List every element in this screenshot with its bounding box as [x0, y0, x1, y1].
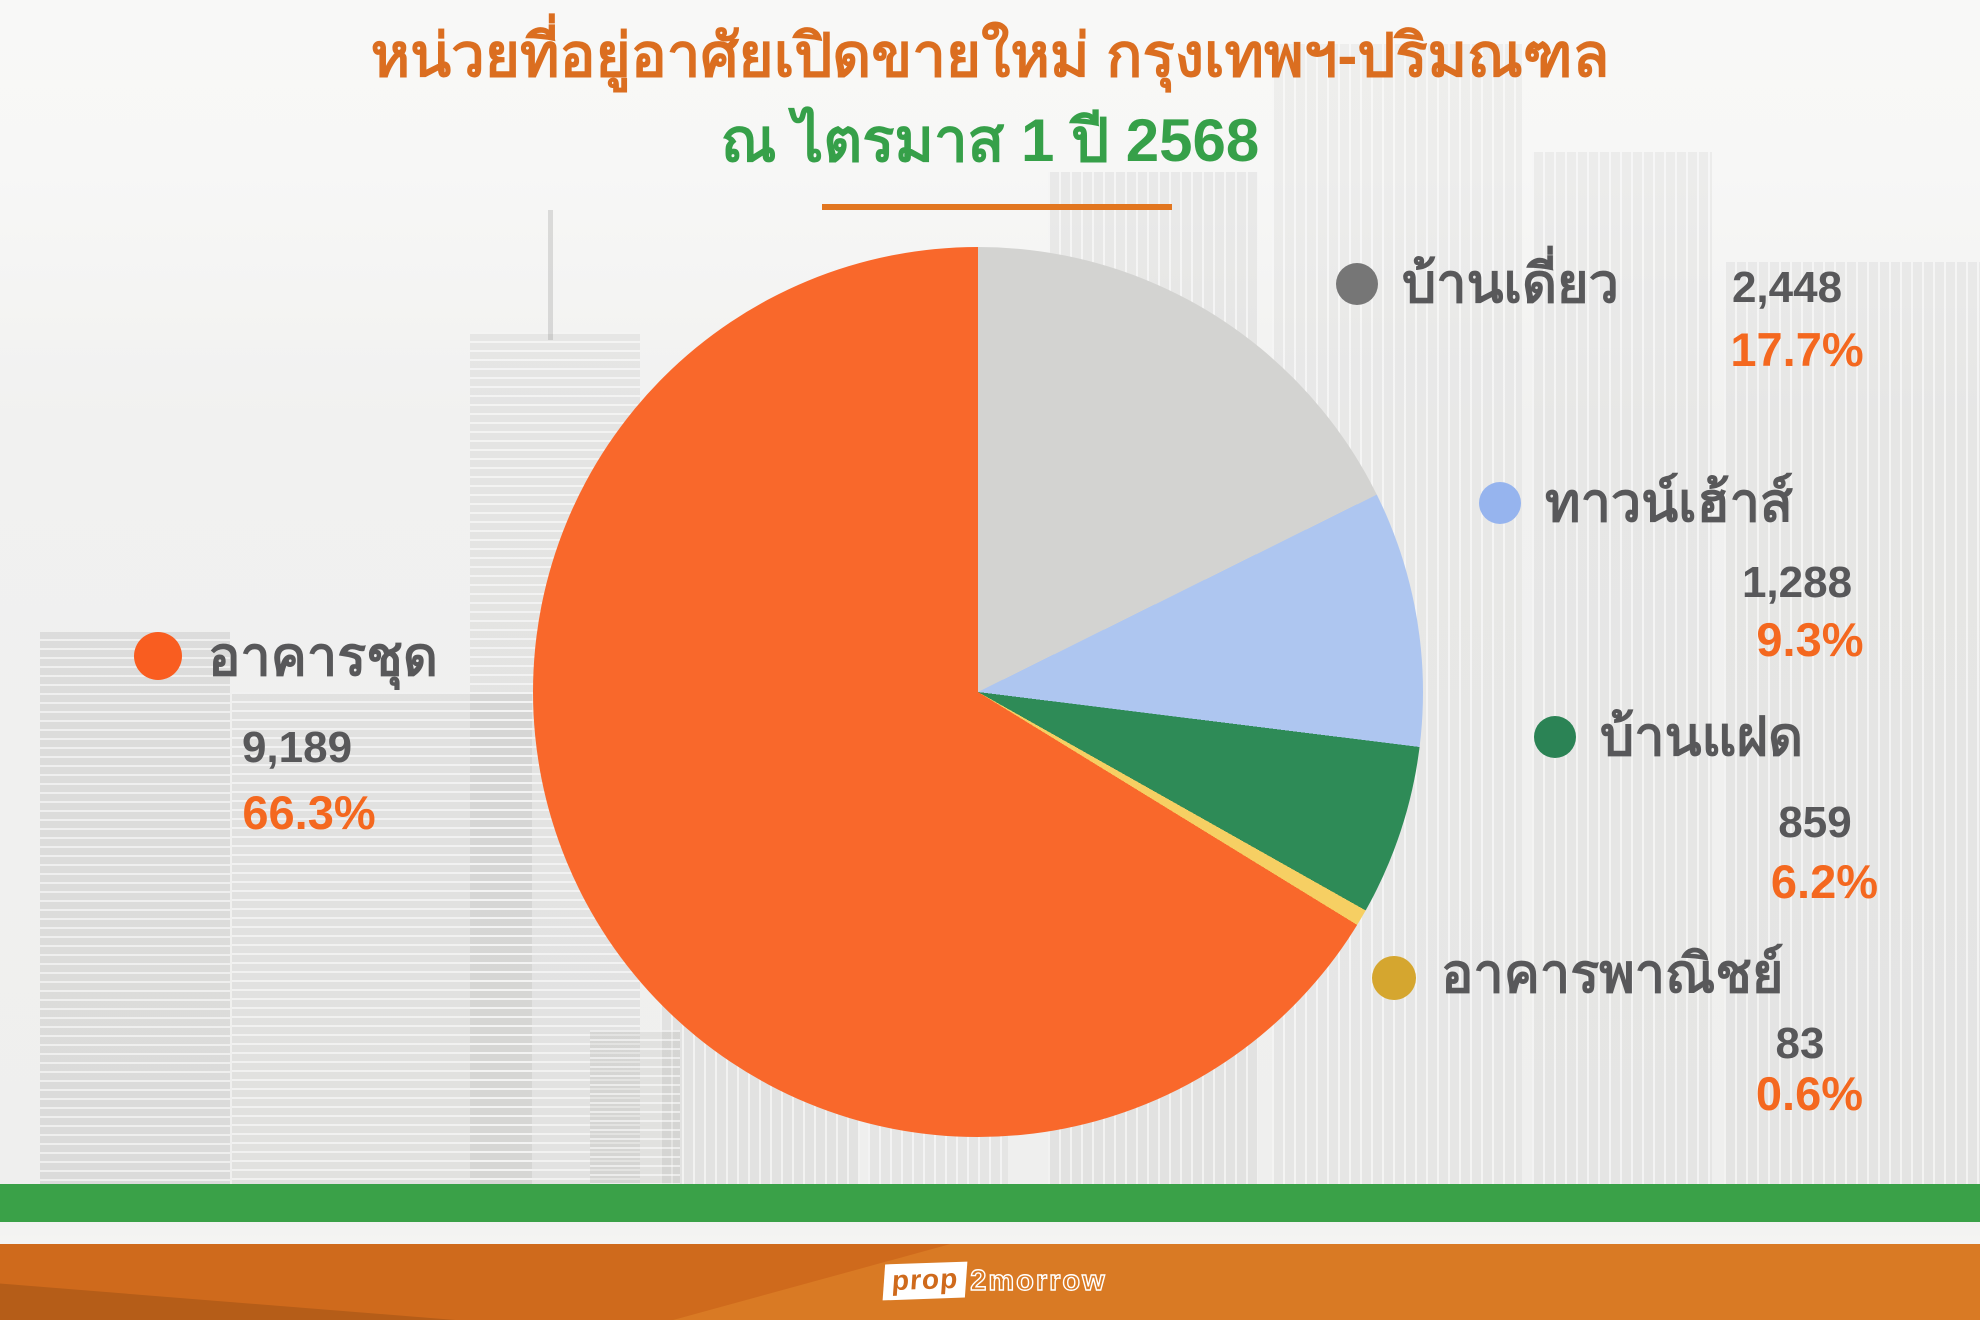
building-silhouette	[40, 630, 230, 1184]
chart-subtitle: ณ ไตรมาส 1 ปี 2568	[720, 107, 1260, 174]
legend-value-condo: 9,189	[241, 723, 353, 772]
legend-label-single-house: บ้านเดี่ยว	[1402, 254, 1620, 314]
legend-label-commercial: อาคารพาณิชย์	[1441, 944, 1784, 1004]
legend-value-commercial: 83	[1775, 1019, 1825, 1068]
green-divider-band	[0, 1184, 1980, 1222]
legend-percent-condo: 66.3%	[242, 786, 376, 839]
legend-value-single-house: 2,448	[1731, 263, 1843, 312]
building-silhouette	[1532, 152, 1712, 1184]
logo-prop-box: prop	[882, 1261, 968, 1301]
legend-label-twin-house: บ้านแฝด	[1600, 707, 1804, 767]
building-silhouette	[590, 1030, 680, 1184]
antenna-silhouette	[548, 210, 553, 340]
pie-chart	[533, 247, 1423, 1137]
legend-percent-commercial: 0.6%	[1755, 1067, 1864, 1120]
logo-2morrow-text: 2morrow	[970, 1265, 1107, 1297]
legend-percent-twin-house: 6.2%	[1770, 855, 1879, 908]
legend-dot-twin-house	[1534, 716, 1576, 758]
legend-percent-single-house: 17.7%	[1730, 323, 1864, 376]
legend-dot-condo	[134, 632, 182, 680]
title-underline	[822, 204, 1172, 210]
legend-value-townhouse: 1,288	[1741, 558, 1853, 607]
building-silhouette	[1724, 262, 1980, 1184]
chart-title-block: หน่วยที่อยู่อาศัยเปิดขายใหม่ กรุงเทพฯ-ปร…	[0, 12, 1980, 182]
legend-label-townhouse: ทาวน์เฮ้าส์	[1545, 473, 1793, 533]
legend-label-condo: อาคารชุด	[208, 627, 438, 687]
legend-value-twin-house: 859	[1778, 798, 1852, 847]
legend-dot-single-house	[1336, 263, 1378, 305]
prop2morrow-logo: prop 2morrow	[882, 1260, 1107, 1302]
legend-dot-townhouse	[1479, 482, 1521, 524]
legend-dot-commercial	[1372, 956, 1416, 1000]
chart-title: หน่วยที่อยู่อาศัยเปิดขายใหม่ กรุงเทพฯ-ปร…	[370, 22, 1610, 89]
legend-percent-townhouse: 9.3%	[1756, 613, 1864, 666]
